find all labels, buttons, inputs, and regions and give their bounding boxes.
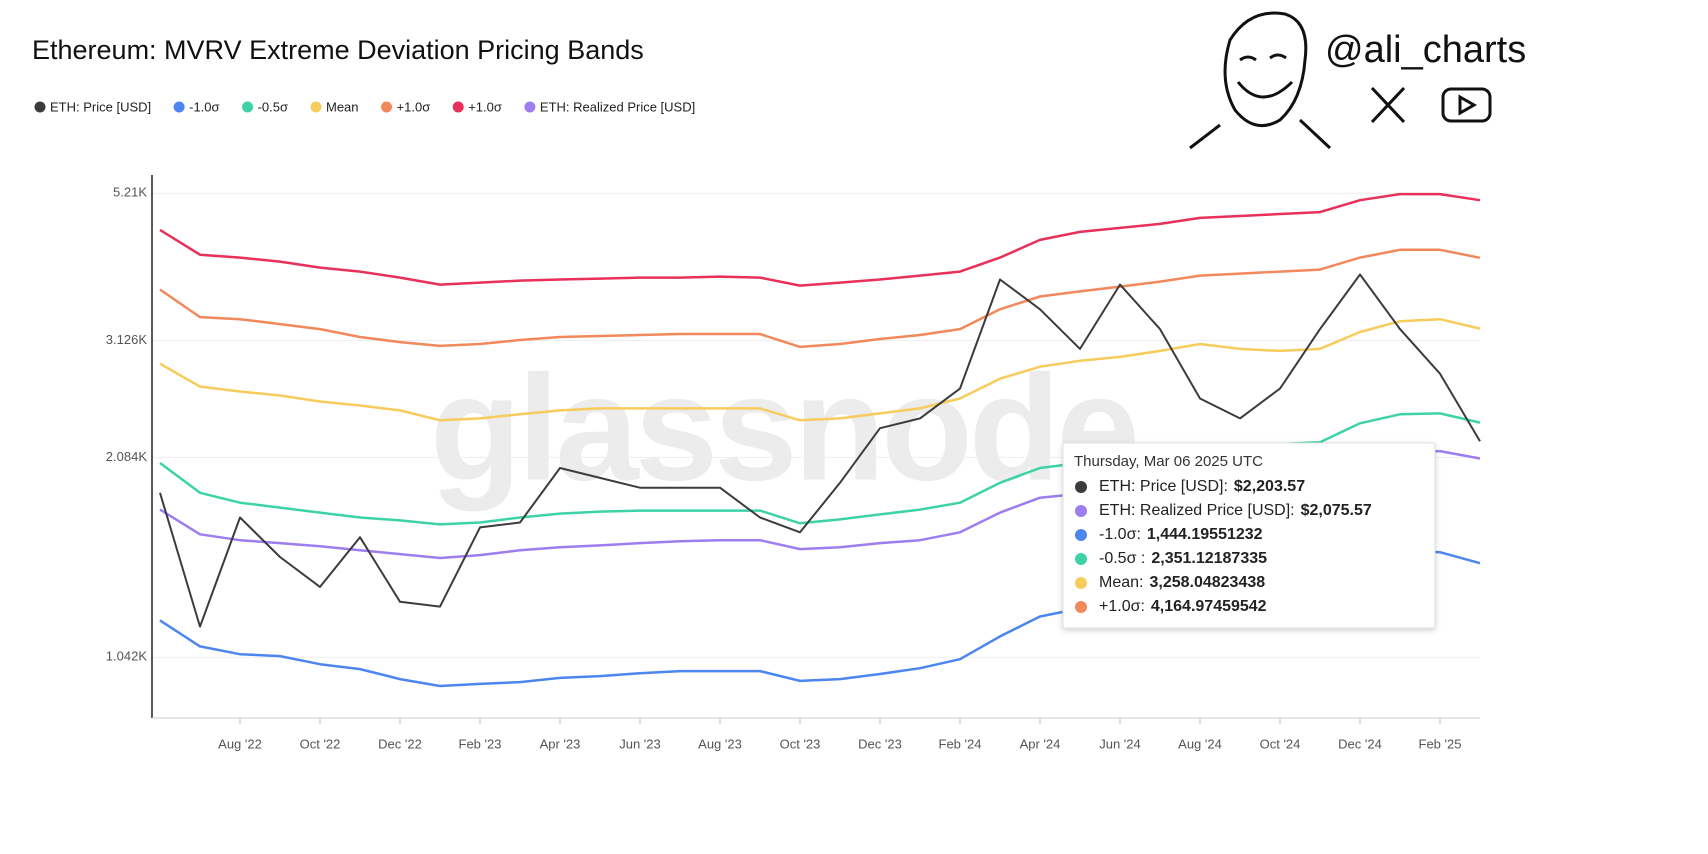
tooltip-value: 2,351.12187335	[1151, 550, 1267, 567]
tooltip-label: -1.0σ:	[1099, 526, 1141, 543]
x-tick-label: Oct '23	[780, 736, 821, 751]
legend-label: -1.0σ	[189, 99, 219, 114]
tooltip-value: $2,075.57	[1301, 502, 1372, 519]
x-tick-label: Aug '24	[1178, 736, 1222, 751]
x-tick-label: Feb '23	[459, 736, 502, 751]
x-tick-label: Oct '24	[1260, 736, 1301, 751]
handle: @ali_charts	[1325, 29, 1526, 71]
tooltip-dot	[1075, 553, 1087, 565]
tooltip-value: 4,164.97459542	[1151, 598, 1267, 615]
tooltip-label: +1.0σ:	[1099, 598, 1145, 615]
y-tick-label: 2.084K	[106, 449, 148, 464]
legend-swatch	[310, 101, 322, 113]
tooltip-value: $2,203.57	[1234, 478, 1305, 495]
avatar	[1189, 11, 1332, 150]
tooltip-dot	[1075, 601, 1087, 613]
tooltip-dot	[1075, 481, 1087, 493]
tooltip-dot	[1075, 505, 1087, 517]
tooltip-label: Mean:	[1099, 574, 1143, 591]
legend-label: ETH: Realized Price [USD]	[540, 99, 695, 114]
tooltip-dot	[1075, 577, 1087, 589]
x-tick-label: Aug '22	[218, 736, 262, 751]
series-line	[159, 273, 1481, 628]
x-tick-label: Dec '23	[858, 736, 902, 751]
x-tick-label: Aug '23	[698, 736, 742, 751]
series-line	[159, 192, 1481, 287]
legend-swatch	[381, 101, 393, 113]
legend-swatch	[34, 101, 46, 113]
series-line	[159, 317, 1481, 422]
series-line	[159, 248, 1481, 349]
legend-label: Mean	[326, 99, 359, 114]
legend-label: +1.0σ	[397, 99, 431, 114]
tooltip-title: Thursday, Mar 06 2025 UTC	[1074, 453, 1263, 470]
x-icon	[1370, 86, 1406, 124]
legend-swatch	[242, 101, 254, 113]
x-tick-label: Jun '24	[1099, 736, 1141, 751]
tooltip-label: ETH: Price [USD]:	[1099, 478, 1228, 495]
x-tick-label: Dec '24	[1338, 736, 1382, 751]
y-tick-label: 5.21K	[113, 185, 147, 200]
tooltip-label: -0.5σ :	[1099, 550, 1145, 567]
tooltip-value: 3,258.04823438	[1149, 574, 1265, 591]
tooltip-dot	[1075, 529, 1087, 541]
y-tick-label: 1.042K	[106, 649, 148, 664]
x-tick-label: Dec '22	[378, 736, 422, 751]
x-tick-label: Feb '24	[939, 736, 982, 751]
tooltip-label: ETH: Realized Price [USD]:	[1099, 502, 1295, 519]
legend-label: ETH: Price [USD]	[50, 99, 151, 114]
legend-swatch	[452, 101, 464, 113]
x-tick-label: Oct '22	[300, 736, 341, 751]
x-tick-label: Jun '23	[619, 736, 661, 751]
chart-title: Ethereum: MVRV Extreme Deviation Pricing…	[32, 35, 644, 65]
legend-label: -0.5σ	[258, 99, 288, 114]
tooltip-box	[1062, 442, 1436, 629]
tooltip-value: 1,444.19551232	[1147, 526, 1263, 543]
x-tick-label: Apr '24	[1020, 736, 1061, 751]
y-tick-label: 3.126K	[106, 332, 148, 347]
youtube-icon	[1441, 87, 1492, 123]
legend-label: +1.0σ	[468, 99, 502, 114]
x-tick-label: Apr '23	[540, 736, 581, 751]
legend-swatch	[173, 101, 185, 113]
legend-swatch	[524, 101, 536, 113]
x-tick-label: Feb '25	[1419, 736, 1462, 751]
